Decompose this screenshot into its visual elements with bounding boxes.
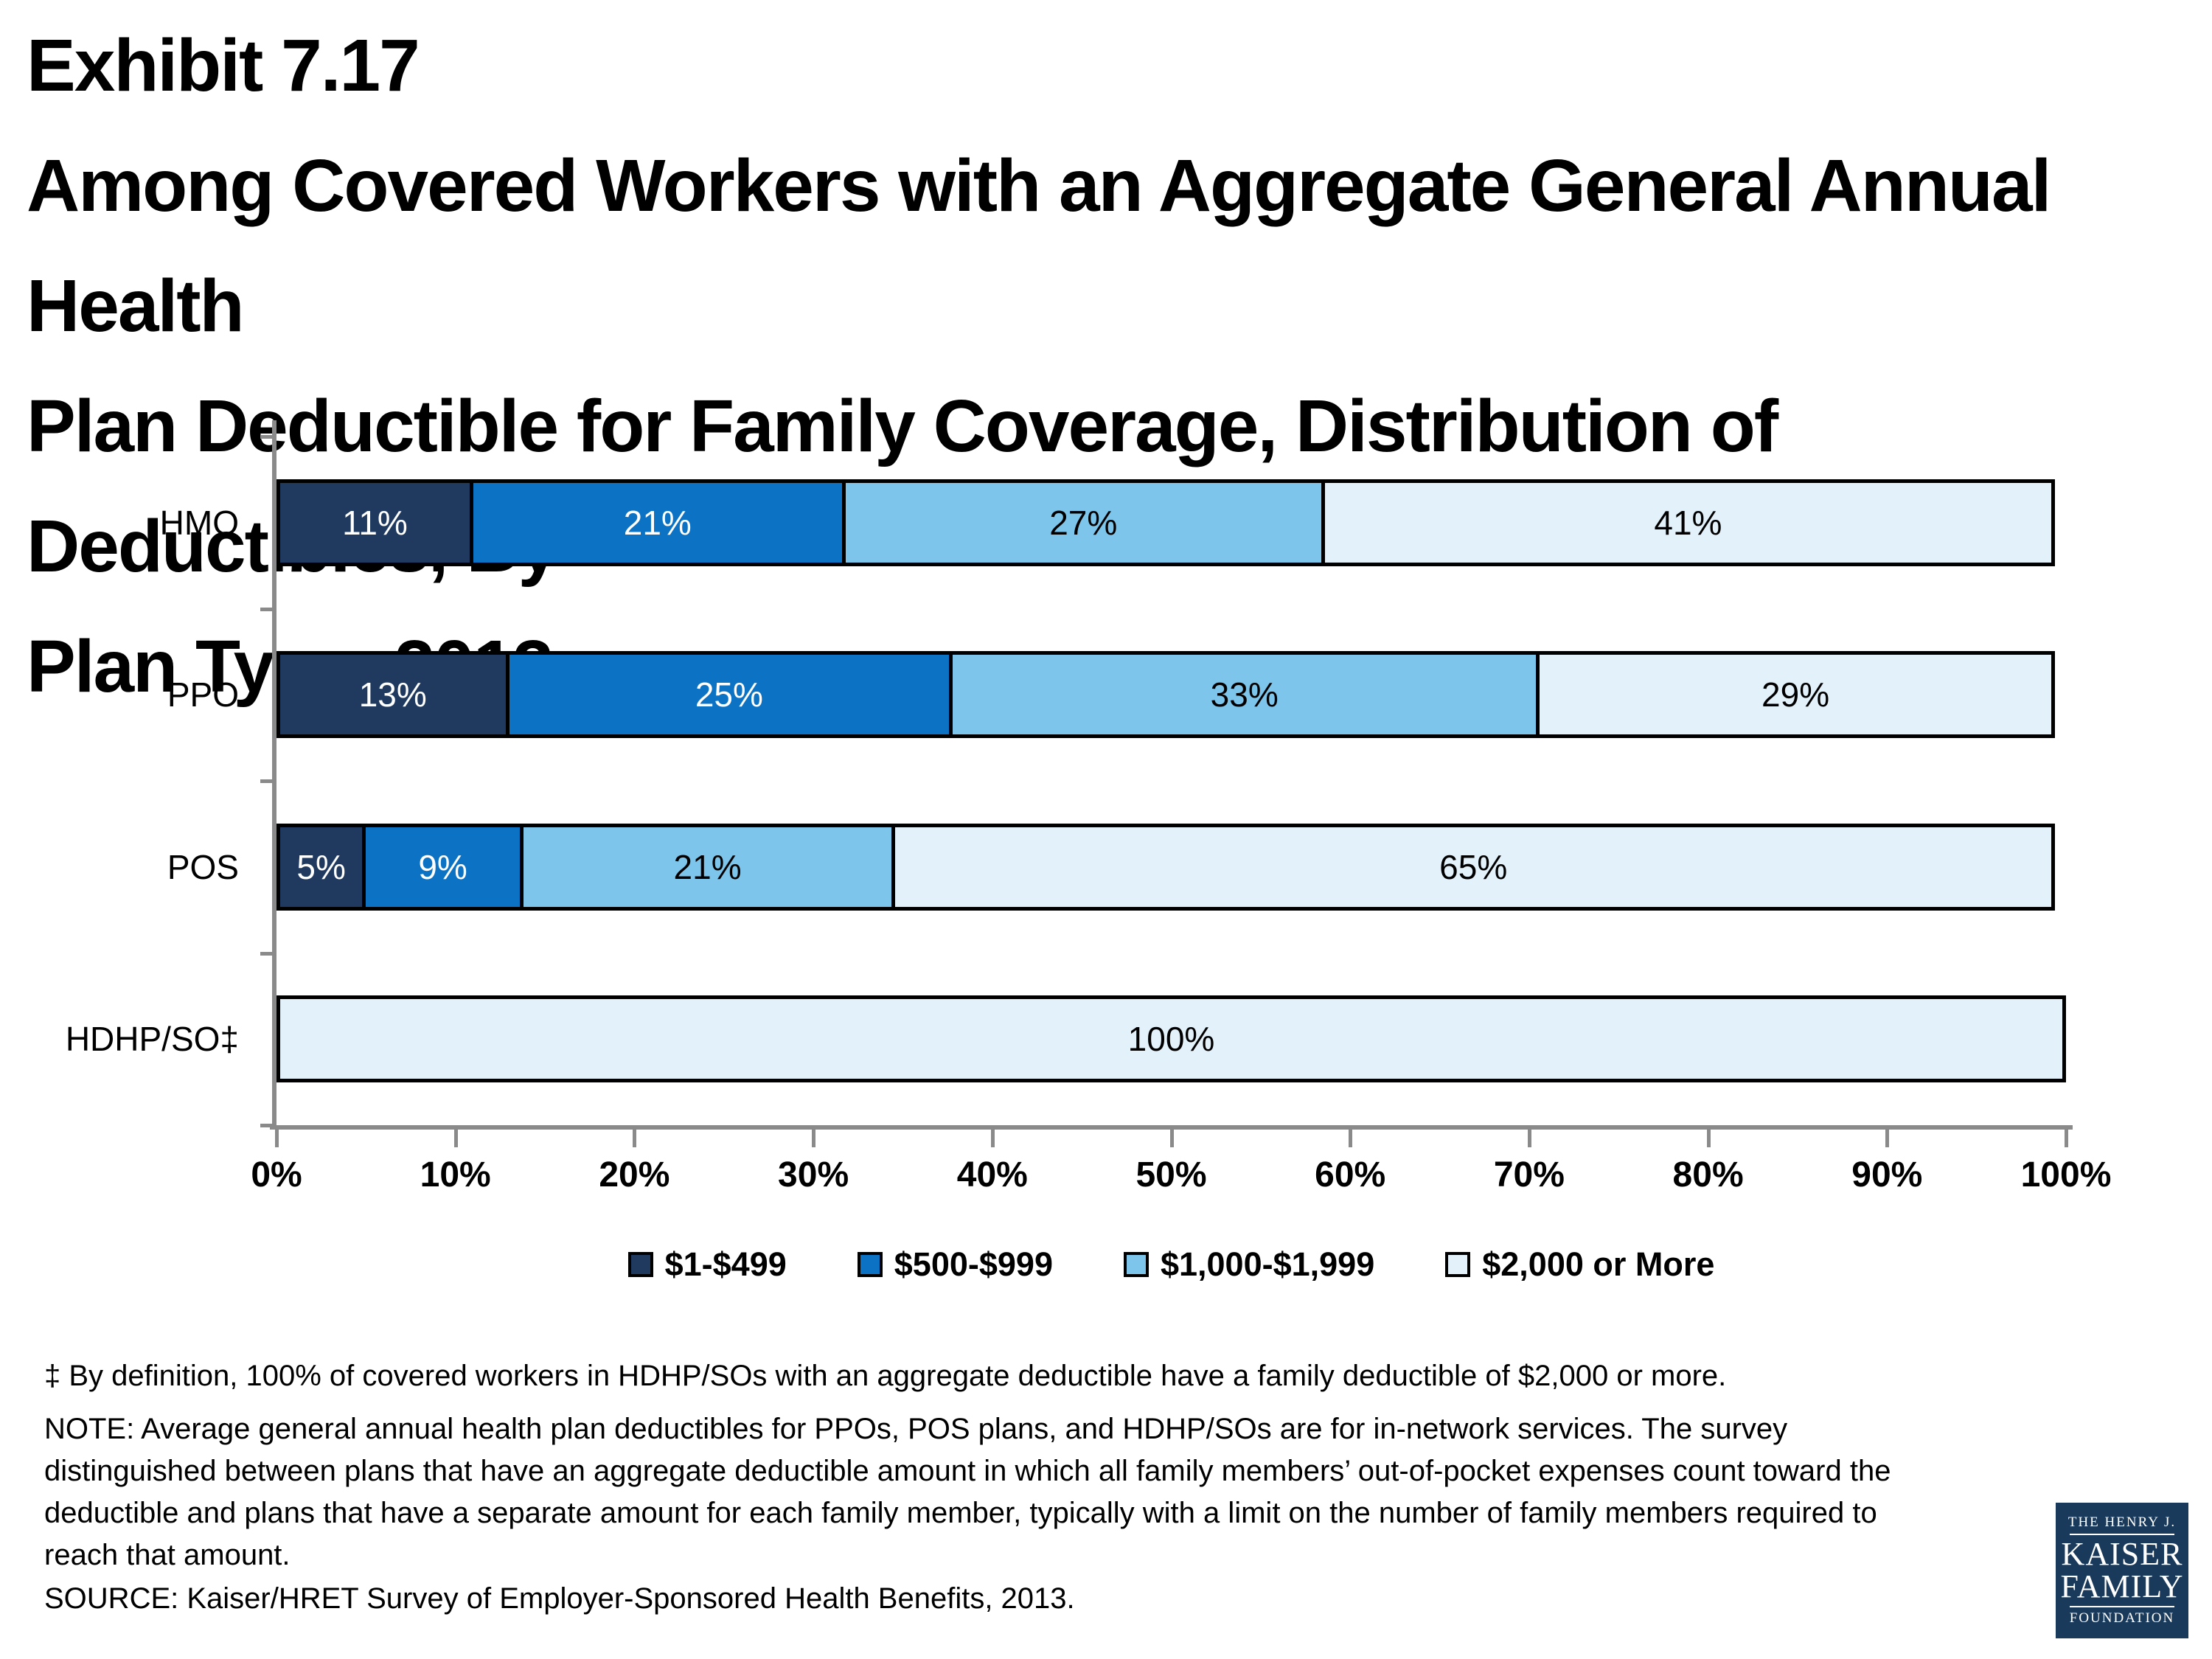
x-axis-tick-label: 0% <box>251 1155 302 1194</box>
logo-text-family: FAMILY <box>2060 1568 2184 1604</box>
x-axis-tick <box>812 1130 816 1147</box>
category-label-hmo: HMO <box>159 503 239 542</box>
stacked-bar-chart: 11% 21% 27% 41% 13% 25% 33% 29% 5% 9% 21% 65% 100% 0%… <box>251 420 2111 1194</box>
chart-legend: $1-$499 $500-$999 $1,000-$1,999 $2,000 or M… <box>276 1243 2066 1286</box>
title-line: Among Covered Workers with an Aggregate … <box>27 145 2051 347</box>
data-label: 29% <box>1761 675 1830 714</box>
x-axis-tick-label: 50% <box>1135 1155 1207 1194</box>
bar-segment: 11% <box>276 479 473 566</box>
legend-label: $2,000 or More <box>1482 1245 1715 1283</box>
data-label: 13% <box>358 675 427 714</box>
legend-label: $1,000-$1,999 <box>1160 1245 1375 1283</box>
x-axis-tick-label: 40% <box>956 1155 1028 1194</box>
category-axis-labels: HMO PPO POS HDHP/SO‡ <box>44 437 258 1125</box>
x-axis-tick-label: 60% <box>1315 1155 1386 1194</box>
legend-label: $500-$999 <box>894 1245 1053 1283</box>
bar-segment: 29% <box>1536 651 2055 738</box>
data-label: 25% <box>695 675 763 714</box>
bar-segment: 65% <box>891 823 2055 911</box>
x-axis-tick <box>1349 1130 1353 1147</box>
x-axis-tick <box>990 1130 995 1147</box>
stacked-bar: 100% <box>276 995 2066 1082</box>
x-axis-tick <box>1885 1130 1890 1147</box>
logo-rule <box>2070 1606 2174 1607</box>
x-axis-tick-label: 20% <box>599 1155 670 1194</box>
y-axis-tick <box>260 1124 272 1127</box>
stacked-bar: 5% 9% 21% 65% <box>276 823 2066 911</box>
x-axis-line <box>270 1125 2073 1130</box>
x-axis-tick <box>453 1130 458 1147</box>
y-axis-line <box>272 420 276 1130</box>
stacked-bar: 13% 25% 33% 29% <box>276 651 2066 738</box>
logo-text-foundation: FOUNDATION <box>2069 1610 2175 1626</box>
x-axis-tick <box>1706 1130 1711 1147</box>
bar-segment: 5% <box>276 823 366 911</box>
data-label: 21% <box>623 503 692 542</box>
logo-text-kaiser: KAISER <box>2061 1536 2183 1572</box>
y-axis-tick <box>260 779 272 783</box>
footnote-note: NOTE: Average general annual health plan… <box>44 1413 1891 1571</box>
data-label: 9% <box>418 847 467 886</box>
x-axis-tick <box>1527 1130 1531 1147</box>
x-axis-tick <box>1169 1130 1174 1147</box>
category-label-pos: POS <box>167 847 239 886</box>
legend-item: $500-$999 <box>857 1245 1053 1284</box>
bar-row: 100% <box>276 953 2066 1125</box>
bar-segment: 100% <box>276 995 2066 1082</box>
legend-item: $1,000-$1,999 <box>1123 1245 1375 1284</box>
legend-swatch <box>1445 1252 1471 1277</box>
data-label: 41% <box>1654 503 1722 542</box>
footnote-dagger: ‡ By definition, 100% of covered workers… <box>44 1360 1727 1392</box>
data-label: 27% <box>1049 503 1118 542</box>
y-axis-tick <box>260 435 272 439</box>
data-label: 21% <box>673 847 742 886</box>
legend-item: $2,000 or More <box>1445 1245 1714 1284</box>
data-label: 33% <box>1210 675 1279 714</box>
bar-segment: 25% <box>505 651 953 738</box>
bar-segment: 33% <box>949 651 1540 738</box>
x-axis-tick <box>2065 1130 2068 1147</box>
x-axis-tick-label: 30% <box>778 1155 849 1194</box>
bar-row: 5% 9% 21% 65% <box>276 781 2066 953</box>
x-axis-tick-label: 70% <box>1493 1155 1565 1194</box>
bar-segment: 9% <box>362 823 524 911</box>
x-axis-tick <box>633 1130 637 1147</box>
bar-segment: 21% <box>469 479 846 566</box>
y-axis-tick <box>260 951 272 956</box>
logo-text-top: THE HENRY J. <box>2067 1514 2177 1530</box>
stacked-bar: 11% 21% 27% 41% <box>276 479 2066 566</box>
bar-row: 13% 25% 33% 29% <box>276 609 2066 781</box>
bar-segment: 41% <box>1321 479 2055 566</box>
x-axis-tick-label: 10% <box>420 1155 491 1194</box>
legend-item: $1-$499 <box>627 1245 787 1284</box>
bar-row: 11% 21% 27% 41% <box>276 437 2066 608</box>
data-label: 5% <box>296 847 346 886</box>
data-label: 100% <box>1127 1020 1215 1058</box>
x-axis-tick-label: 100% <box>2020 1155 2112 1194</box>
legend-swatch <box>627 1252 653 1277</box>
bar-segment: 13% <box>276 651 509 738</box>
logo-rule <box>2070 1534 2174 1535</box>
title-line: Exhibit 7.17 <box>27 24 420 107</box>
kff-foundation-logo: THE HENRY J. KAISER FAMILY FOUNDATION <box>2056 1503 2188 1638</box>
data-label: 65% <box>1439 847 1508 886</box>
legend-swatch <box>857 1252 883 1277</box>
data-label: 11% <box>342 503 408 542</box>
x-axis-tick-label: 90% <box>1851 1155 1923 1194</box>
bar-segment: 27% <box>841 479 1325 566</box>
legend-label: $1-$499 <box>664 1245 787 1283</box>
category-label-hdhp-so-: HDHP/SO‡ <box>65 1020 239 1058</box>
bar-segment: 21% <box>519 823 896 911</box>
x-axis-tick <box>275 1130 279 1147</box>
legend-swatch <box>1123 1252 1149 1277</box>
category-label-ppo: PPO <box>167 675 239 714</box>
y-axis-tick <box>260 607 272 611</box>
footnote-source: SOURCE: Kaiser/HRET Survey of Employer-S… <box>44 1582 1075 1615</box>
x-axis-tick-label: 80% <box>1672 1155 1744 1194</box>
